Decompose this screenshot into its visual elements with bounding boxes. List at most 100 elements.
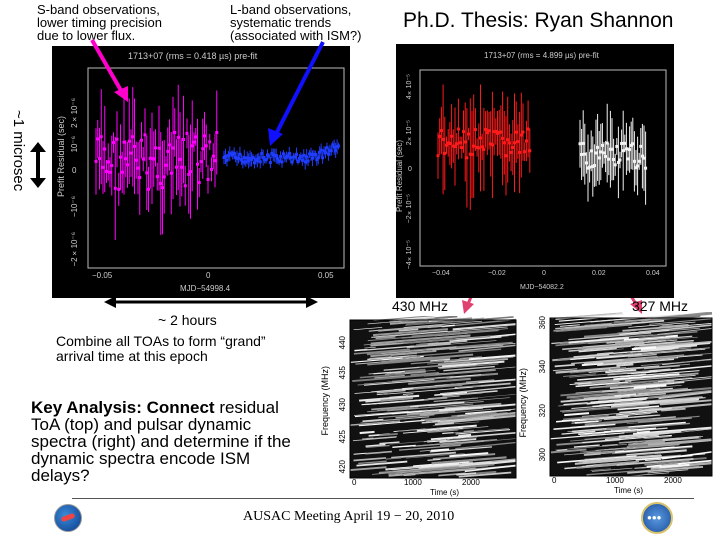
spectrum-430-streak bbox=[442, 431, 454, 435]
spectrum-430-streak bbox=[459, 459, 517, 467]
lband-residual-point bbox=[244, 160, 248, 164]
spectrum-430-streak bbox=[432, 421, 480, 426]
spectrum-327-streak bbox=[570, 356, 595, 361]
spectrum-327-streak bbox=[563, 414, 609, 421]
spec430-xtick-2: 1000 bbox=[404, 478, 422, 487]
f327-residual-point bbox=[618, 158, 622, 162]
spectrum-327-streak bbox=[626, 420, 663, 425]
lband-residual-point bbox=[302, 153, 306, 157]
f430-residual-point bbox=[526, 127, 530, 131]
f327-residual-point bbox=[634, 166, 638, 170]
spectrum-327-frame bbox=[549, 317, 713, 477]
spectrum-327-streak bbox=[608, 319, 665, 327]
spectrum-430-streak bbox=[439, 397, 510, 404]
spectrum-430-streak bbox=[410, 372, 440, 377]
spec327-xtick-1: 0 bbox=[552, 476, 557, 485]
spectrum-327-streak bbox=[638, 324, 713, 333]
f430-residual-point bbox=[477, 146, 481, 150]
lband-residual-point bbox=[322, 149, 326, 153]
spectrum-430-streak bbox=[449, 336, 502, 342]
spectrum-430-streak bbox=[410, 401, 465, 408]
spectrum-327-streak bbox=[558, 312, 616, 319]
footer-text: AUSAC Meeting April 19 − 20, 2010 bbox=[243, 509, 455, 524]
left-plot-ylabel: Prefit Residual (sec) bbox=[56, 116, 66, 198]
key-line-4: dynamic spectra encode ISM bbox=[31, 449, 251, 468]
spectrum-327-streak bbox=[647, 389, 713, 399]
sband-residual-point bbox=[113, 186, 117, 190]
spectrum-430-streak bbox=[397, 427, 440, 432]
right-xtick-4: 0.02 bbox=[592, 270, 606, 277]
f327-residual-point bbox=[631, 142, 635, 146]
spectrum-430-streak bbox=[374, 374, 405, 379]
combine-line-2: arrival time at this epoch bbox=[56, 348, 208, 364]
lband-note-line-2: systematic trends bbox=[230, 15, 332, 30]
f430-residual-point bbox=[458, 141, 462, 145]
lband-residual-point bbox=[306, 159, 310, 163]
spectrum-327-streak bbox=[625, 430, 638, 433]
spectrum-430-streak bbox=[388, 467, 476, 477]
spectrum-430-streak bbox=[367, 354, 417, 361]
spectrum-430-streak bbox=[411, 328, 500, 338]
sband-residual-point bbox=[106, 160, 110, 164]
sband-residual-point bbox=[168, 143, 171, 147]
spectrum-430-streak bbox=[435, 366, 517, 375]
slide-title: Ph.D. Thesis: Ryan Shannon bbox=[403, 9, 674, 32]
spectrum-327-streak bbox=[609, 380, 685, 389]
spectrum-327-streak bbox=[619, 407, 672, 414]
spectrum-430-streak bbox=[353, 452, 367, 455]
f327-residual-point bbox=[592, 164, 596, 168]
spectrum-327-streak bbox=[578, 381, 628, 387]
spectrum-327-streak bbox=[577, 343, 631, 350]
f430-residual-point bbox=[460, 146, 464, 150]
spectrum-430-streak bbox=[463, 429, 475, 433]
spectrum-430-streak bbox=[450, 340, 497, 345]
lband-residual-point bbox=[245, 156, 249, 160]
spectrum-327-streak bbox=[644, 458, 662, 462]
lband-residual-point bbox=[315, 158, 319, 162]
spectrum-327-streak bbox=[586, 414, 659, 421]
spectrum-430-streak bbox=[384, 369, 436, 375]
spectrum-430-streak bbox=[386, 371, 402, 374]
spectrum-327-streak bbox=[628, 321, 696, 328]
spectrum-430-streak bbox=[456, 472, 477, 476]
spectrum-430-streak bbox=[419, 449, 433, 452]
spectrum-430-streak bbox=[440, 442, 463, 447]
spectrum-430-streak bbox=[398, 328, 419, 332]
spectrum-327-streak bbox=[645, 352, 713, 360]
f430-residual-point bbox=[516, 140, 520, 144]
right-plot-frame bbox=[419, 69, 667, 267]
microsec-label: ~1 microsec bbox=[10, 110, 27, 192]
spectrum-430-streak bbox=[359, 394, 420, 402]
spectrum-430-streak bbox=[408, 377, 471, 385]
spec430-xtick-3: 2000 bbox=[462, 478, 480, 487]
spectrum-430-streak bbox=[377, 407, 414, 411]
spectrum-327-streak bbox=[576, 463, 620, 469]
right-ytick-3: 0 bbox=[408, 166, 412, 173]
spectrum-430-streak bbox=[370, 340, 397, 345]
sband-residual-point bbox=[115, 137, 119, 141]
sband-note-line-1: S-band observations, bbox=[37, 2, 160, 17]
spectrum-430-streak bbox=[447, 416, 465, 420]
spectrum-327-streak bbox=[626, 449, 687, 457]
spectrum-327-streak bbox=[583, 451, 602, 454]
lband-residual-point bbox=[250, 157, 254, 161]
f430-residual-point bbox=[441, 137, 445, 141]
f430-residual-point bbox=[489, 142, 493, 146]
spectrum-327-streak bbox=[637, 388, 692, 395]
sband-residual-point bbox=[197, 181, 201, 185]
lband-note: L-band observations, systematic trends (… bbox=[230, 3, 400, 42]
spectrum-430-streak bbox=[456, 408, 517, 417]
f430-residual-point bbox=[511, 145, 515, 149]
spectrum-430-streak bbox=[458, 471, 512, 478]
spectrum-327-streak bbox=[627, 353, 657, 358]
spectrum-327-streak bbox=[563, 373, 596, 377]
spectrum-327-streak bbox=[582, 339, 667, 349]
spectrum-327-streak bbox=[596, 352, 614, 355]
sband-residual-point bbox=[185, 131, 189, 135]
lband-residual-point bbox=[277, 159, 281, 163]
f430-residual-point bbox=[490, 143, 494, 147]
spectrum-430-streak bbox=[458, 433, 472, 438]
sband-residual-point bbox=[155, 175, 159, 179]
combine-note: Combine all TOAs to form “grand” arrival… bbox=[56, 334, 266, 364]
lband-residual-point bbox=[334, 148, 338, 152]
